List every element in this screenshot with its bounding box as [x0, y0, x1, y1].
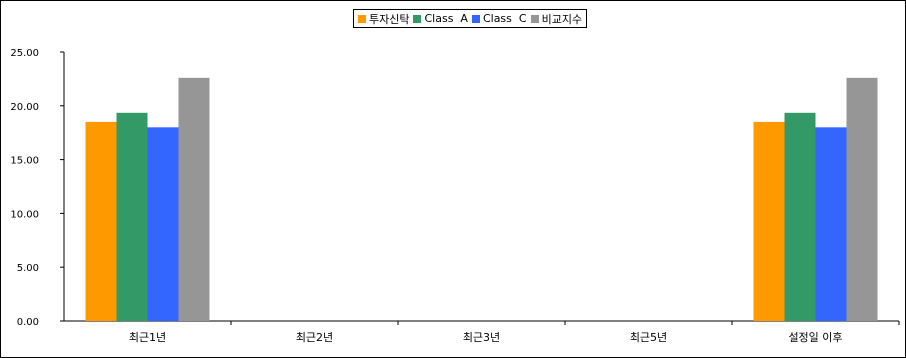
- x-tick-label-3: 최근5년: [630, 331, 667, 344]
- legend-item-2: Class C: [471, 12, 527, 25]
- legend: 투자신탁 Class A Class C 비교지수: [353, 9, 588, 28]
- legend-swatch-3: [530, 14, 539, 23]
- x-tick-label-4: 설정일 이후: [788, 330, 842, 344]
- x-tick-label-0: 최근1년: [129, 331, 166, 344]
- legend-item-1: Class A: [413, 12, 468, 25]
- bar-1-4: [784, 112, 816, 321]
- bar-2-4: [815, 127, 847, 321]
- bar-0-0: [85, 121, 117, 321]
- legend-item-0: 투자신탁: [358, 11, 409, 27]
- x-tick-label-1: 최근2년: [296, 331, 333, 344]
- legend-swatch-1: [413, 14, 422, 23]
- legend-swatch-2: [471, 14, 480, 23]
- legend-label-3: 비교지수: [541, 12, 583, 26]
- legend-label-0: 투자신탁: [369, 12, 410, 26]
- y-tick-label-1: 5.00: [17, 263, 39, 274]
- bar-1-0: [116, 112, 148, 321]
- legend-label-2: Class C: [482, 12, 527, 25]
- y-tick-label-2: 10.00: [10, 209, 39, 220]
- bar-3-0: [178, 77, 210, 321]
- y-tick-label-5: 25.00: [10, 48, 39, 59]
- bar-0-4: [753, 121, 785, 321]
- legend-swatch-0: [358, 14, 366, 23]
- y-tick-label-3: 15.00: [10, 156, 39, 167]
- legend-label-1: Class A: [424, 12, 468, 25]
- legend-item-3: 비교지수: [530, 11, 583, 27]
- y-tick-label-0: 0.00: [17, 317, 39, 328]
- bar-3-4: [846, 77, 878, 321]
- bar-2-0: [147, 127, 179, 321]
- x-tick-label-2: 최근3년: [463, 331, 500, 344]
- y-tick-label-4: 20.00: [10, 102, 39, 113]
